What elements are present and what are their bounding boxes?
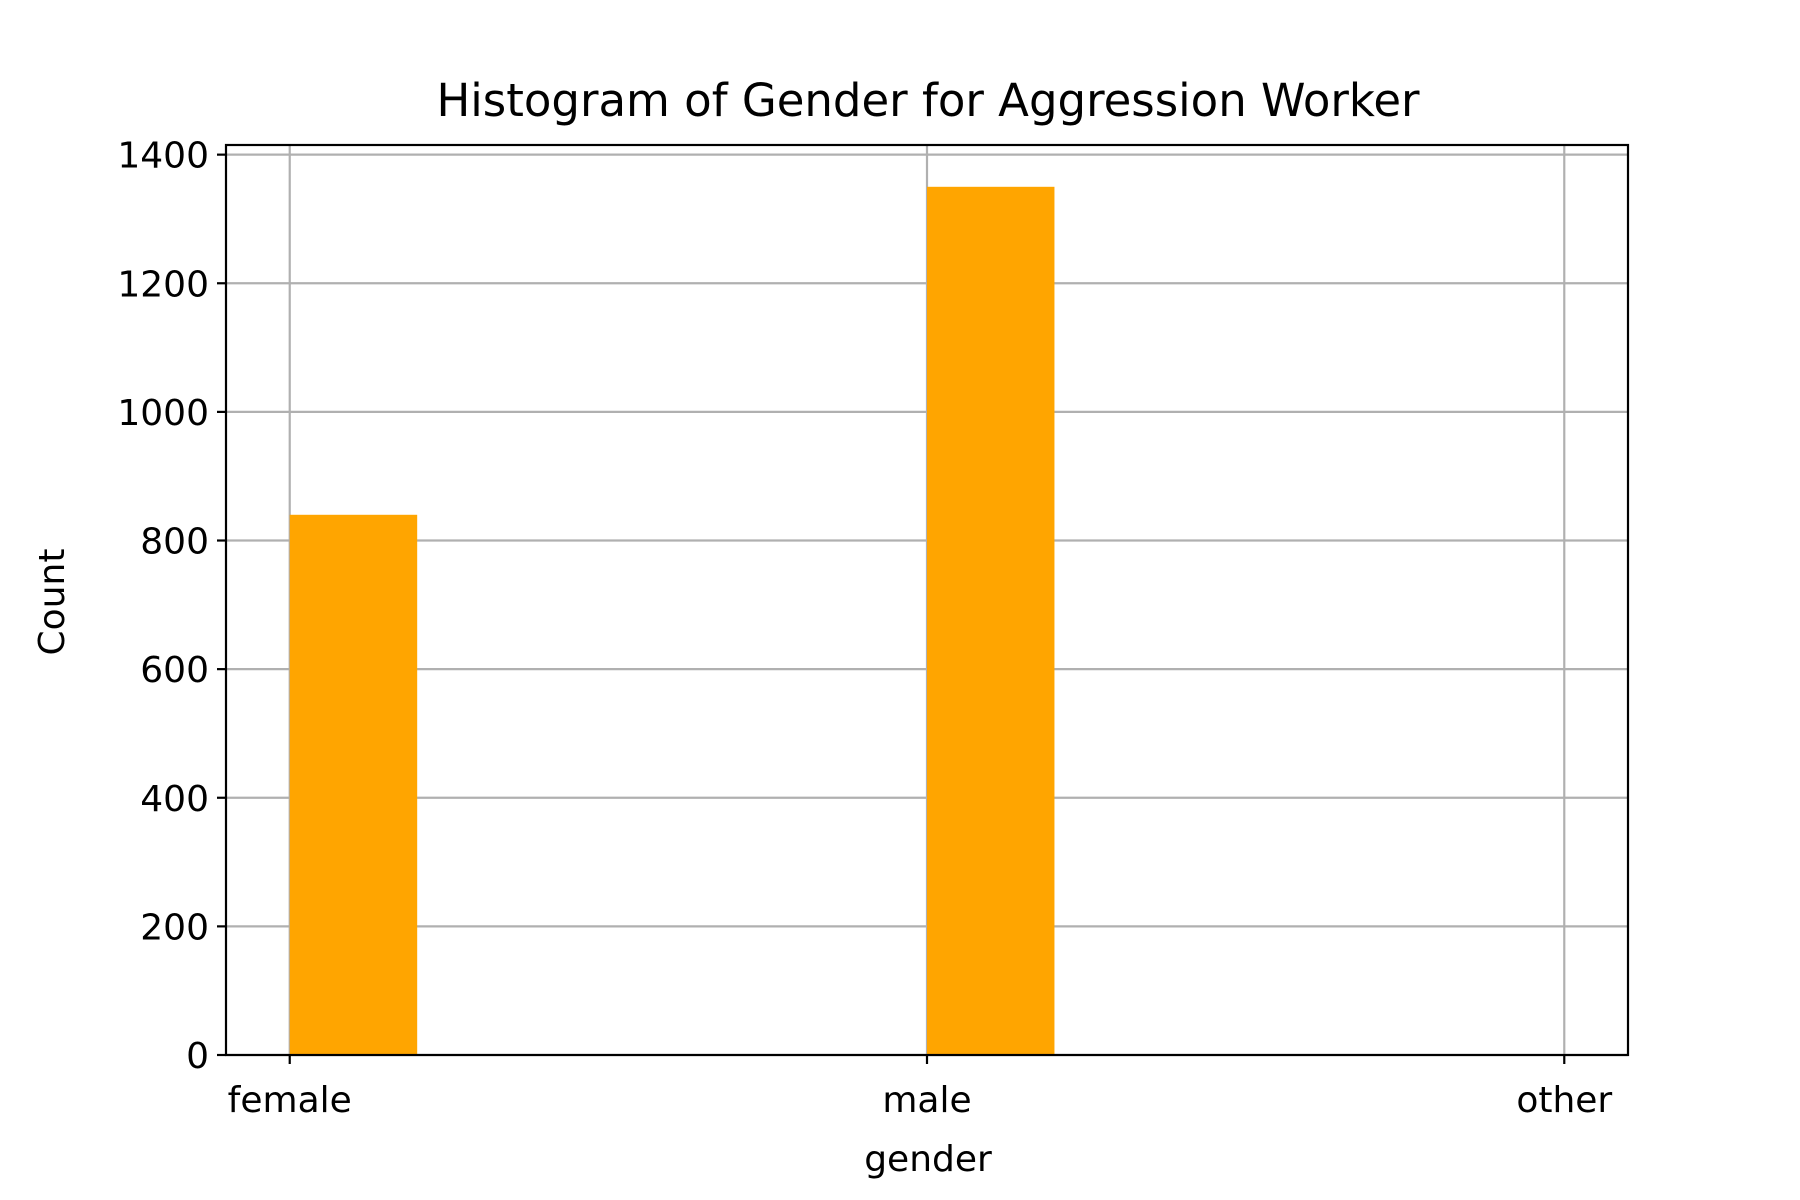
x-tick-label: other [1516, 1080, 1612, 1121]
y-axis-label: Count [32, 549, 73, 656]
y-tick-label: 400 [140, 779, 209, 820]
y-tick-label: 0 [186, 1036, 209, 1077]
axis-ticks: 0 200 400 600 800 1000 1200 1400 female male other [117, 136, 1612, 1121]
bars [289, 186, 1055, 1055]
y-tick-label: 1200 [117, 264, 209, 305]
histogram-bar [927, 186, 1055, 1055]
x-axis-label: gender [864, 1139, 992, 1180]
y-tick-label: 1000 [117, 393, 209, 434]
y-tick-label: 600 [140, 650, 209, 691]
x-tick-label: male [882, 1080, 971, 1121]
y-tick-label: 1400 [117, 136, 209, 177]
y-tick-label: 800 [140, 522, 209, 563]
histogram-bar [289, 514, 418, 1055]
chart-title: Histogram of Gender for Aggression Worke… [436, 74, 1420, 127]
x-tick-label: female [228, 1080, 352, 1121]
y-tick-label: 200 [140, 907, 209, 948]
